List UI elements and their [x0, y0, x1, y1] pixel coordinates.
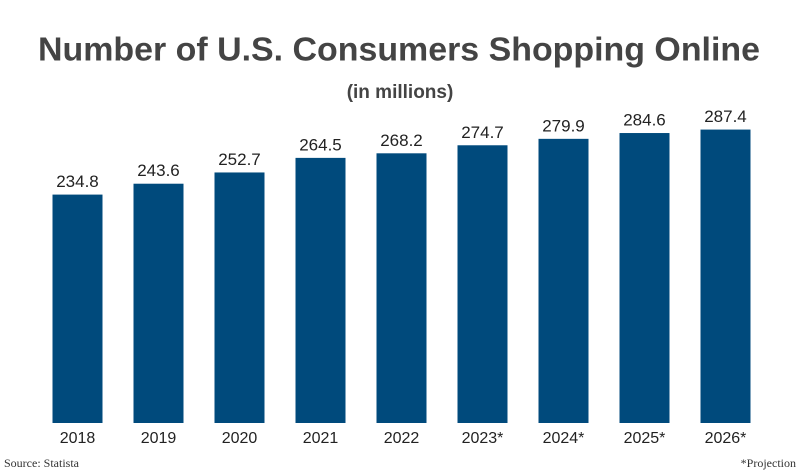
x-tick-label: 2023*	[462, 430, 504, 447]
value-label: 284.6	[623, 111, 666, 130]
x-tick-label: 2018	[60, 430, 96, 447]
x-tick-label: 2024*	[543, 430, 585, 447]
value-label: 252.7	[218, 150, 261, 169]
source-note: Source: Statista	[4, 456, 80, 470]
bar	[619, 133, 670, 423]
x-tick-label: 2025*	[624, 430, 666, 447]
value-label: 274.7	[461, 123, 504, 142]
chart-title: Number of U.S. Consumers Shopping Online	[38, 31, 760, 68]
x-tick-label: 2020	[222, 430, 258, 447]
x-tick-label: 2021	[303, 430, 339, 447]
x-tick-label: 2022	[384, 430, 420, 447]
bar	[295, 157, 346, 424]
bar	[214, 172, 265, 423]
bar	[538, 138, 589, 423]
value-label: 287.4	[704, 107, 747, 126]
value-label: 234.8	[56, 172, 99, 191]
bar	[457, 145, 508, 423]
value-label: 243.6	[137, 161, 180, 180]
footnote: *Projection	[741, 456, 796, 470]
bar	[133, 183, 184, 423]
x-tick-label: 2026*	[705, 430, 747, 447]
x-tick-label: 2019	[141, 430, 177, 447]
bar	[376, 153, 427, 423]
value-label: 279.9	[542, 116, 585, 135]
value-label: 264.5	[299, 135, 342, 154]
bar	[700, 129, 751, 423]
chart-subtitle: (in millions)	[347, 82, 454, 103]
bar	[52, 194, 103, 423]
value-label: 268.2	[380, 131, 423, 150]
